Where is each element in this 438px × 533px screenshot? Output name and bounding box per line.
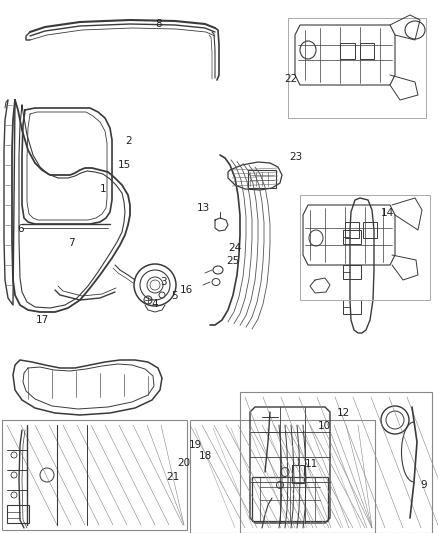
Bar bbox=[340, 43, 355, 59]
Text: 15: 15 bbox=[117, 160, 131, 170]
Bar bbox=[288, 18, 426, 118]
Text: 24: 24 bbox=[228, 243, 241, 253]
Text: 3: 3 bbox=[160, 278, 166, 287]
Bar bbox=[343, 265, 361, 279]
Text: 20: 20 bbox=[177, 458, 191, 467]
Text: 23: 23 bbox=[289, 152, 302, 162]
Text: 18: 18 bbox=[198, 451, 212, 461]
Text: 12: 12 bbox=[337, 408, 350, 418]
Text: 13: 13 bbox=[197, 203, 210, 213]
Bar bbox=[292, 465, 304, 483]
Text: 14: 14 bbox=[381, 208, 394, 218]
Bar bbox=[240, 392, 432, 533]
Text: 10: 10 bbox=[318, 422, 331, 431]
Bar bbox=[248, 170, 276, 188]
Text: 11: 11 bbox=[304, 459, 318, 469]
Bar bbox=[343, 230, 361, 244]
Bar bbox=[300, 195, 430, 300]
Text: 5: 5 bbox=[171, 291, 177, 301]
Text: 17: 17 bbox=[36, 315, 49, 325]
Text: 7: 7 bbox=[68, 238, 74, 247]
Bar bbox=[7, 505, 29, 523]
Text: 8: 8 bbox=[155, 19, 162, 29]
Text: 6: 6 bbox=[18, 224, 24, 234]
Bar bbox=[345, 222, 359, 238]
Text: 22: 22 bbox=[284, 74, 297, 84]
Text: 2: 2 bbox=[125, 136, 131, 146]
Text: 16: 16 bbox=[180, 286, 193, 295]
Bar bbox=[363, 222, 377, 238]
Bar bbox=[343, 300, 361, 314]
Text: 9: 9 bbox=[420, 480, 427, 490]
Bar bbox=[2, 420, 187, 530]
Bar bbox=[190, 420, 375, 533]
Text: 1: 1 bbox=[100, 184, 106, 194]
Text: 4: 4 bbox=[151, 299, 158, 309]
Text: 25: 25 bbox=[226, 256, 240, 266]
Text: 21: 21 bbox=[166, 472, 180, 482]
Bar bbox=[360, 43, 374, 59]
Text: 19: 19 bbox=[188, 440, 201, 450]
